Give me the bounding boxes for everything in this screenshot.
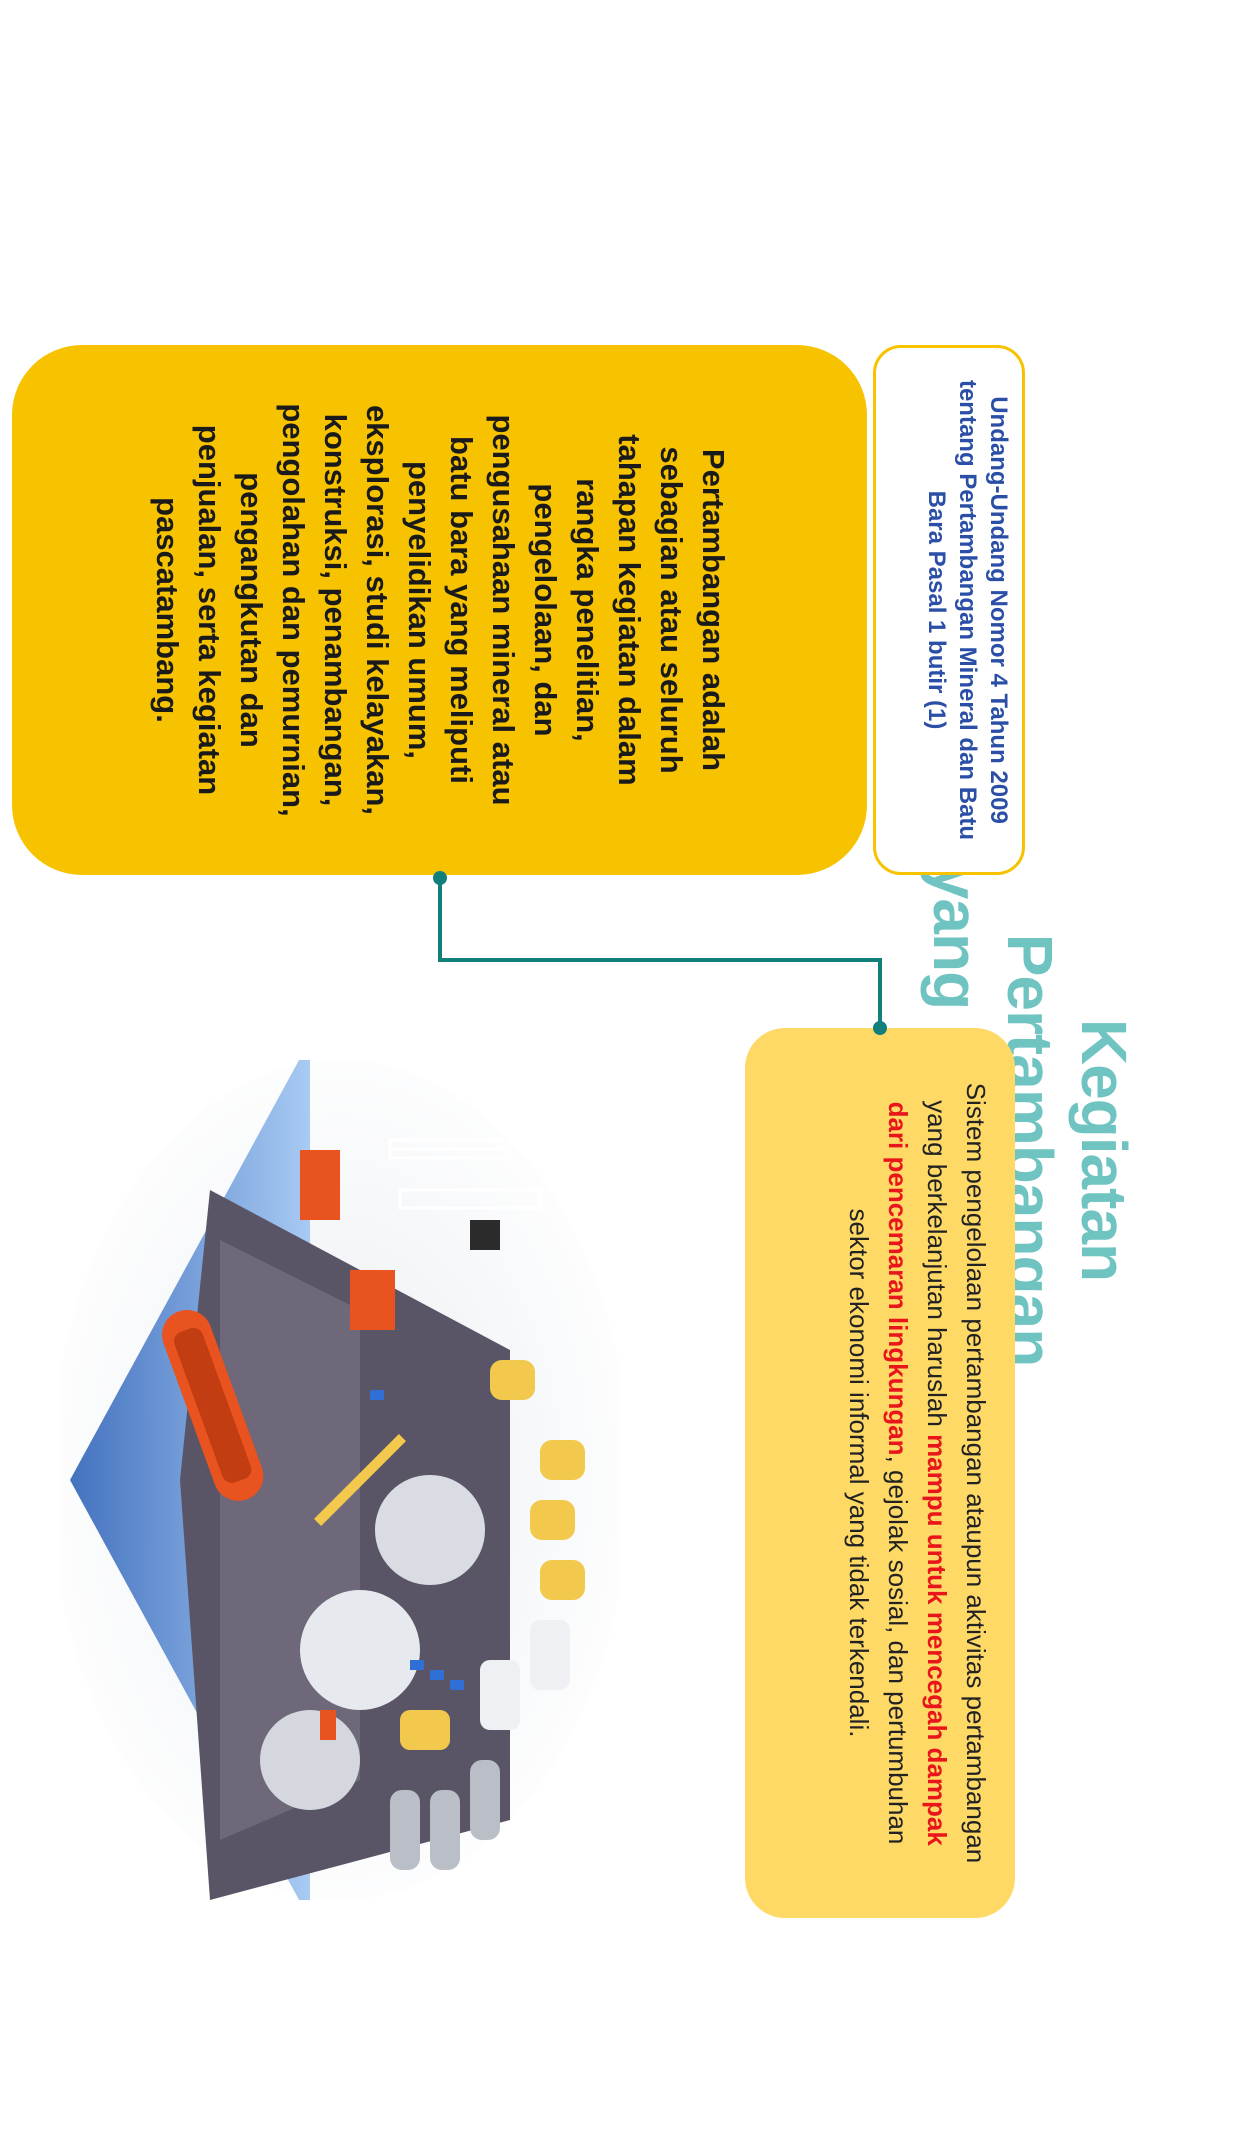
law-reference-text: Undang-Undang Nomor 4 Tahun 2009 tentang… bbox=[923, 379, 1012, 841]
definition-text: Pertambangan adalah sebagian atau seluru… bbox=[150, 403, 731, 817]
system-text: Sistem pengelolaan pertambangan ataupun … bbox=[765, 1073, 995, 1873]
definition-card bbox=[12, 345, 867, 875]
system-card bbox=[745, 1028, 1015, 1918]
mining-plant-illustration bbox=[60, 1060, 620, 1900]
title-line-1: Kegiatan Pertambangan bbox=[994, 933, 1140, 1367]
law-reference-card bbox=[873, 345, 1025, 875]
definition-text-wrap: Pertambangan adalah sebagian atau seluru… bbox=[50, 400, 830, 820]
